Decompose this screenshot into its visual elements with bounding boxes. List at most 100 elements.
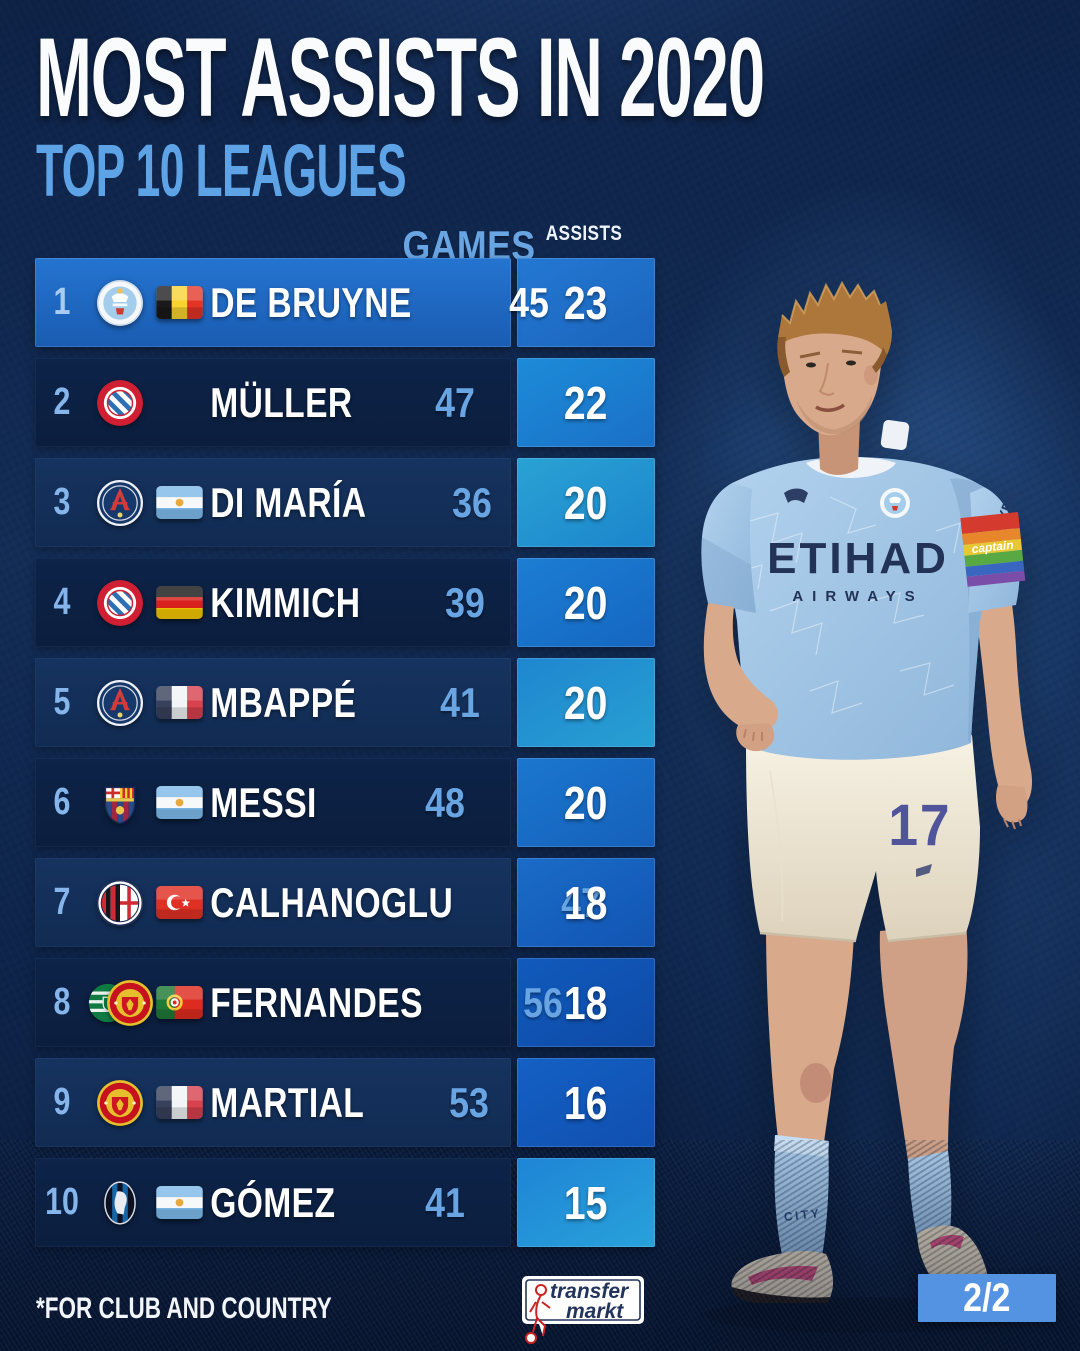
flag-turkey-icon — [156, 886, 203, 919]
table-row-main: 7 CALHANOGLU 47 — [35, 858, 600, 947]
club-crest — [89, 978, 151, 1028]
player-name: DE BRUYNE — [210, 278, 412, 326]
assists-cell: 15 — [517, 1158, 655, 1247]
country-flag — [151, 1086, 207, 1119]
assists-cell: 23 — [517, 258, 655, 347]
player-name: MÜLLER — [210, 378, 353, 426]
page-counter-badge: 2/2 — [918, 1274, 1056, 1322]
club-crest — [89, 1078, 151, 1128]
crest-man-united-icon — [95, 1078, 145, 1128]
rank-label: 5 — [53, 681, 71, 723]
player-shorts: 17 — [746, 735, 980, 943]
games-value: 47 — [560, 878, 601, 926]
page-counter-text: 2/2 — [963, 1275, 1011, 1320]
rank-label: 4 — [53, 581, 71, 623]
assists-value: 20 — [564, 676, 608, 729]
table-row: 1 DE BRUYNE 45 23 — [35, 258, 655, 347]
crest-milan-icon — [95, 878, 145, 928]
shirt-crackle-pattern — [739, 496, 961, 714]
player-head — [777, 280, 892, 475]
games-value: 39 — [444, 578, 485, 626]
crest-barcelona-icon — [95, 778, 145, 828]
shirt-sponsor: ETIHAD — [767, 534, 949, 583]
flag-germany-icon — [156, 586, 203, 619]
table-row: 6 MESSI 48 20 — [35, 758, 655, 847]
footnote: *FOR CLUB AND COUNTRY — [36, 1292, 332, 1325]
crest-psg-icon — [95, 478, 145, 528]
games-value: 36 — [452, 478, 493, 526]
country-flag — [151, 1186, 207, 1219]
flag-argentina-icon — [156, 1186, 203, 1219]
rank-label: 1 — [53, 281, 71, 323]
flag-belgium-icon — [156, 286, 203, 319]
assists-cell: 18 — [517, 858, 655, 947]
logo-text-line2: markt — [566, 1300, 624, 1323]
player-illustration: CITY 17 — [701, 280, 1032, 1333]
assists-cell: 18 — [517, 958, 655, 1047]
player-name: CALHANOGLU — [210, 878, 454, 926]
country-flag — [151, 586, 207, 619]
games-value: 48 — [425, 778, 465, 826]
games-value: 53 — [449, 1078, 490, 1126]
column-header-assists: ASSISTS — [545, 222, 623, 245]
table-row-main: 10 GÓMEZ 41 — [35, 1158, 511, 1247]
table-row: 10 GÓMEZ 41 15 — [35, 1158, 655, 1247]
armband-captain-text: captain — [971, 538, 1014, 556]
country-flag — [151, 886, 207, 919]
country-flag — [151, 686, 207, 719]
player-name: KIMMICH — [210, 578, 361, 626]
rank-label: 9 — [53, 1081, 71, 1123]
assists-value: 16 — [564, 1076, 608, 1129]
club-crest — [89, 878, 151, 928]
club-crest — [89, 378, 151, 428]
player-name: MESSI — [210, 778, 317, 826]
player-name: MBAPPÉ — [210, 678, 357, 726]
player-right-arm — [703, 603, 778, 752]
club-crest — [89, 278, 151, 328]
table-row: 7 CALHANOGLU 47 18 — [35, 858, 655, 947]
club-crest — [89, 778, 151, 828]
assists-value: 20 — [564, 576, 608, 629]
country-flag — [151, 286, 207, 319]
player-name: DI MARÍA — [210, 478, 367, 526]
crest-bayern-icon — [95, 378, 145, 428]
games-value: 56 — [523, 978, 563, 1026]
country-flag — [151, 986, 207, 1019]
assists-cell: 20 — [517, 458, 655, 547]
page-title: MOST ASSISTS IN 2020 — [36, 15, 765, 140]
flag-argentina-icon — [156, 786, 203, 819]
club-crest — [89, 578, 151, 628]
table-row: 3 DI MARÍA 36 20 — [35, 458, 655, 547]
table-row-main: 4 KIMMICH 39 — [35, 558, 511, 647]
club-crest — [89, 678, 151, 728]
crest-psg-icon — [95, 678, 145, 728]
table-row: 8 FERNANDES 56 18 — [35, 958, 655, 1047]
page-subtitle: TOP 10 LEAGUES — [36, 129, 407, 212]
table-row: 5 MBAPPÉ 41 20 — [35, 658, 655, 747]
club-crest — [89, 478, 151, 528]
player-socks: CITY — [774, 1135, 952, 1257]
assists-value: 23 — [564, 276, 608, 329]
flag-france-icon — [156, 1086, 203, 1119]
player-photo-kevin-de-bruyne: CITY 17 — [620, 271, 1080, 1351]
assists-cell: 22 — [517, 358, 655, 447]
assists-value: 22 — [564, 376, 608, 429]
country-flag — [151, 786, 207, 819]
games-value: 47 — [435, 378, 475, 426]
flag-argentina-icon — [156, 486, 203, 519]
table-row-main: 8 FERNANDES 56 — [35, 958, 563, 1047]
table-row-main: 3 DI MARÍA 36 — [35, 458, 511, 547]
assists-value: 18 — [564, 976, 608, 1029]
player-shirt: ETIHAD AIRWAYS NEXEN captain — [701, 419, 1026, 760]
transfermarkt-logo: transfer markt — [522, 1276, 644, 1344]
assists-value: 15 — [564, 1176, 608, 1229]
logo-text-line1: transfer — [550, 1280, 630, 1303]
crest-man-united-icon — [105, 978, 155, 1028]
player-name: MARTIAL — [210, 1078, 365, 1126]
assists-cell: 20 — [517, 658, 655, 747]
sleeve-sponsor: NEXEN — [987, 490, 1020, 541]
crest-bayern-icon — [95, 578, 145, 628]
standings-table: 1 DE BRUYNE 45 23 2 MÜLLER 47 22 3 DI MA… — [35, 258, 655, 1258]
player-legs — [766, 923, 968, 1161]
